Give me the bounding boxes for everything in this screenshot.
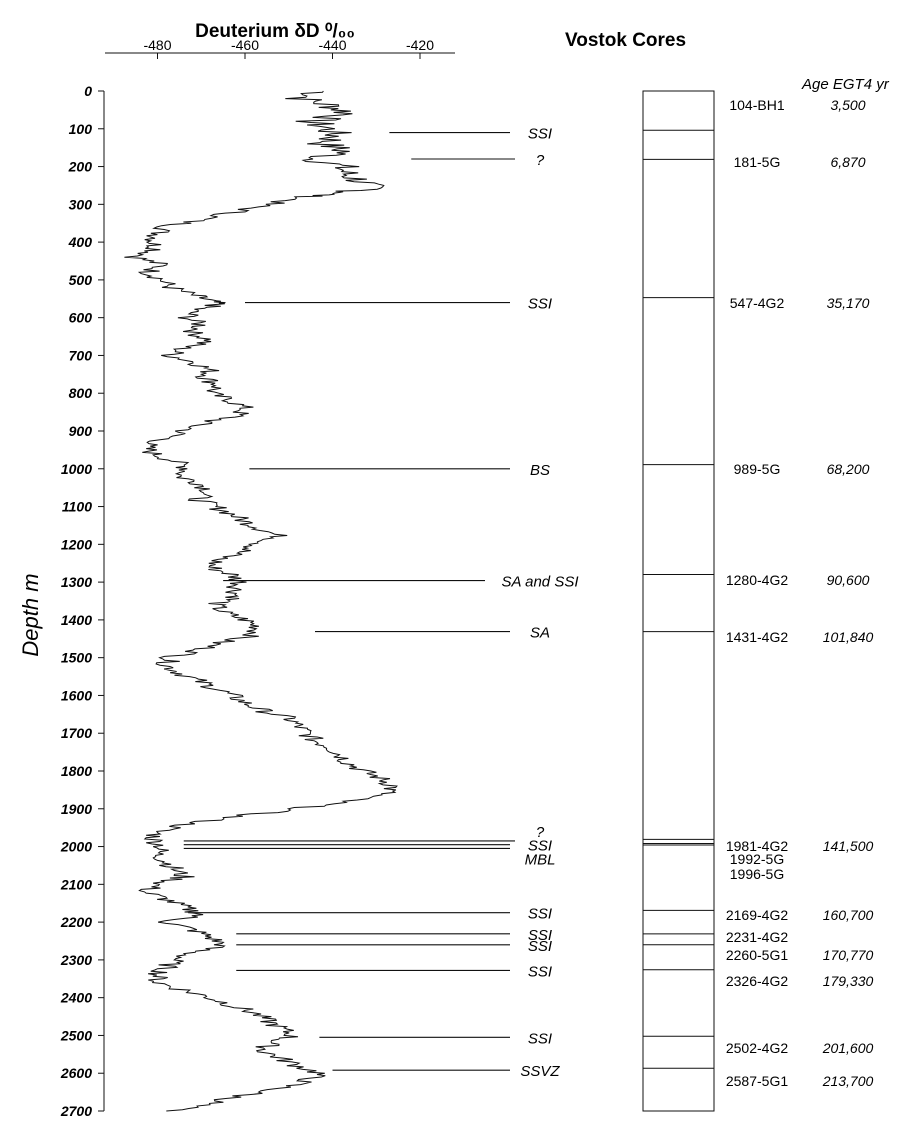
cores-panel: 104-BH1 3,500 181-5G 6,870 547-4G2 35,170 989-…: [642, 90, 874, 1112]
chart-title: Deuterium δD ⁰/₀₀: [195, 21, 355, 42]
y-tick-label: 1500: [61, 650, 92, 666]
y-tick-label: 2700: [60, 1103, 92, 1119]
y-tick-label: 1600: [61, 687, 92, 703]
annotation-label: SSI: [528, 838, 552, 855]
annotation-label: SSI: [528, 927, 552, 944]
y-tick-label: 800: [69, 385, 93, 401]
core-age-label: 101,840: [823, 629, 874, 645]
y-tick-label: 200: [68, 159, 93, 175]
y-tick-label: 2600: [60, 1065, 92, 1081]
core-id-label: 2260-5G1: [726, 947, 788, 963]
annotation-label: SSI: [528, 1030, 552, 1047]
core-age-label: 35,170: [827, 295, 870, 311]
annotation-label: SSI: [528, 938, 552, 955]
x-tick-label: -420: [406, 37, 434, 53]
y-tick-label: 0: [84, 83, 92, 99]
y-tick-label: 2500: [60, 1027, 92, 1043]
annotation-label: SA: [530, 625, 550, 642]
age-header: Age EGT4 yr: [801, 76, 890, 93]
core-id-label: 181-5G: [734, 154, 781, 170]
y-tick-label: 2100: [60, 876, 92, 892]
core-age-label: 68,200: [827, 461, 870, 477]
core-id-label: 1981-4G2: [726, 838, 788, 854]
y-tick-label: 900: [69, 423, 93, 439]
core-age-label: 3,500: [830, 97, 865, 113]
core-age-label: 213,700: [822, 1073, 874, 1089]
annotation-label: SSI: [528, 906, 552, 923]
y-tick-label: 1300: [61, 574, 92, 590]
y-tick-label: 2000: [60, 839, 92, 855]
core-age-label: 179,330: [823, 973, 874, 989]
core-age-label: 141,500: [823, 838, 874, 854]
y-tick-label: 100: [69, 121, 93, 137]
cores-panel-title: Vostok Cores: [565, 30, 686, 51]
y-tick-label: 1000: [61, 461, 92, 477]
deuterium-series-line: [124, 90, 398, 1112]
y-tick-label: 1400: [61, 612, 92, 628]
annotation-label: SSI: [528, 296, 552, 313]
y-tick-label: 2200: [60, 914, 92, 930]
x-tick-label: -480: [143, 37, 171, 53]
core-id-label: 1431-4G2: [726, 629, 788, 645]
annotation-label: SSI: [528, 963, 552, 980]
core-age-label: 170,770: [823, 947, 874, 963]
x-tick-label: -460: [231, 37, 259, 53]
y-tick-label: 1100: [62, 499, 92, 515]
y-axis-label: Depth m: [18, 573, 43, 656]
core-id-label: 547-4G2: [730, 295, 785, 311]
y-tick-label: 700: [69, 347, 93, 363]
core-id-label: 2169-4G2: [726, 907, 788, 923]
core-id-label: 104-BH1: [729, 97, 784, 113]
annotation-label: SSI: [528, 126, 552, 143]
core-age-label: 6,870: [830, 154, 865, 170]
core-age-label: 90,600: [827, 572, 870, 588]
chart-axes: -480 -460 -440 -420 0 100 200 300 400 500 600 700 80…: [60, 37, 455, 1119]
core-id-label: 2587-5G1: [726, 1073, 788, 1089]
y-tick-label: 2300: [60, 952, 92, 968]
y-tick-label: 1200: [61, 536, 92, 552]
annotation-label: BS: [530, 462, 550, 479]
annotation-label: SA and SSI: [502, 574, 579, 591]
y-tick-label: 400: [68, 234, 93, 250]
core-id-label: 1992-5G: [730, 851, 784, 867]
core-id-label: 1996-5G: [730, 866, 784, 882]
annotation-label: SSVZ: [520, 1063, 560, 1080]
y-tick-label: 1700: [61, 725, 92, 741]
annotation-label: MBL: [525, 851, 556, 868]
y-tick-label: 500: [69, 272, 93, 288]
core-age-label: 160,700: [823, 907, 874, 923]
core-id-label: 2231-4G2: [726, 929, 788, 945]
core-age-label: 201,600: [822, 1040, 874, 1056]
y-tick-label: 1800: [61, 763, 92, 779]
annotation-label: ?: [536, 824, 545, 841]
annotation-label: ?: [536, 152, 545, 169]
core-id-label: 2502-4G2: [726, 1040, 788, 1056]
x-tick-label: -440: [318, 37, 346, 53]
core-id-label: 1280-4G2: [726, 572, 788, 588]
series-group: [124, 90, 398, 1112]
y-tick-label: 300: [69, 196, 93, 212]
y-tick-label: 600: [69, 310, 93, 326]
core-column: [642, 90, 715, 1112]
y-tick-label: 1900: [61, 801, 92, 817]
core-id-label: 989-5G: [734, 461, 781, 477]
y-tick-label: 2400: [60, 990, 92, 1006]
core-id-label: 2326-4G2: [726, 973, 788, 989]
